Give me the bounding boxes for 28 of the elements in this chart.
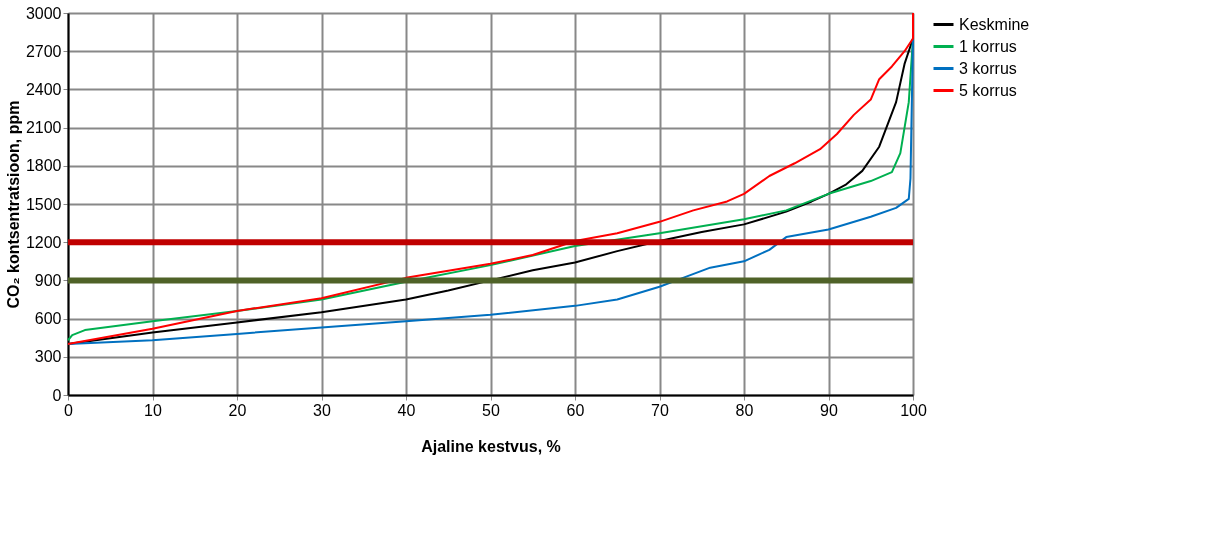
x-tick-label: 40	[397, 401, 416, 419]
y-axis-title: CO₂ kontsentratsioon, ppm	[4, 100, 22, 309]
legend-label: 3 korrus	[959, 59, 1017, 77]
x-tick-label: 90	[820, 401, 838, 419]
y-tick-label: 2100	[25, 119, 62, 137]
y-tick-label: 600	[34, 310, 62, 328]
x-tick-label: 60	[566, 401, 585, 419]
x-tick-label: 10	[144, 401, 162, 419]
y-tick-label: 0	[52, 386, 62, 404]
x-tick-label: 100	[900, 401, 927, 419]
y-tick-label: 1200	[25, 233, 62, 251]
y-tick-label: 1500	[25, 195, 62, 213]
x-tick-label: 80	[735, 401, 754, 419]
y-tick-label: 1800	[25, 157, 62, 175]
x-tick-label: 0	[64, 401, 74, 419]
y-tick-label: 300	[34, 348, 62, 366]
x-axis-title: Ajaline kestvus, %	[421, 437, 561, 455]
x-tick-label: 70	[651, 401, 669, 419]
x-tick-label: 20	[228, 401, 247, 419]
legend-label: 5 korrus	[959, 81, 1017, 99]
x-tick-label: 30	[313, 401, 331, 419]
y-tick-label: 900	[34, 271, 62, 289]
legend-label: Keskmine	[959, 15, 1030, 33]
legend-label: 1 korrus	[959, 37, 1017, 55]
y-tick-label: 2400	[25, 80, 62, 98]
x-tick-label: 50	[482, 401, 500, 419]
y-tick-label: 3000	[25, 4, 62, 22]
y-tick-label: 2700	[25, 42, 62, 60]
